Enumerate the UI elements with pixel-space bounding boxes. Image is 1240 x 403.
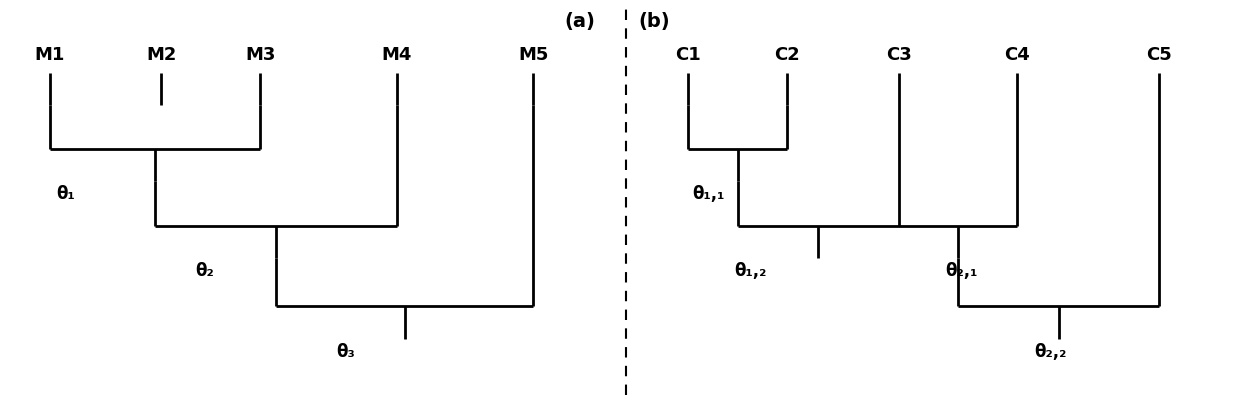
Text: θ₁: θ₁ — [56, 185, 74, 204]
Text: M2: M2 — [146, 46, 176, 64]
Text: θ₂,₁: θ₂,₁ — [945, 262, 978, 280]
Text: θ₂,₂: θ₂,₂ — [1034, 343, 1066, 361]
Text: M5: M5 — [518, 46, 548, 64]
Text: M3: M3 — [246, 46, 275, 64]
Text: C5: C5 — [1147, 46, 1172, 64]
Text: M1: M1 — [35, 46, 64, 64]
Text: M4: M4 — [382, 46, 412, 64]
Text: θ₂: θ₂ — [196, 262, 215, 280]
Text: θ₃: θ₃ — [336, 343, 355, 361]
Text: C1: C1 — [676, 46, 701, 64]
Text: (a): (a) — [564, 12, 595, 31]
Text: θ₁,₂: θ₁,₂ — [734, 262, 766, 280]
Text: θ₁,₁: θ₁,₁ — [692, 185, 724, 204]
Text: (b): (b) — [639, 12, 671, 31]
Text: C4: C4 — [1004, 46, 1029, 64]
Text: C3: C3 — [887, 46, 911, 64]
Text: C2: C2 — [775, 46, 800, 64]
